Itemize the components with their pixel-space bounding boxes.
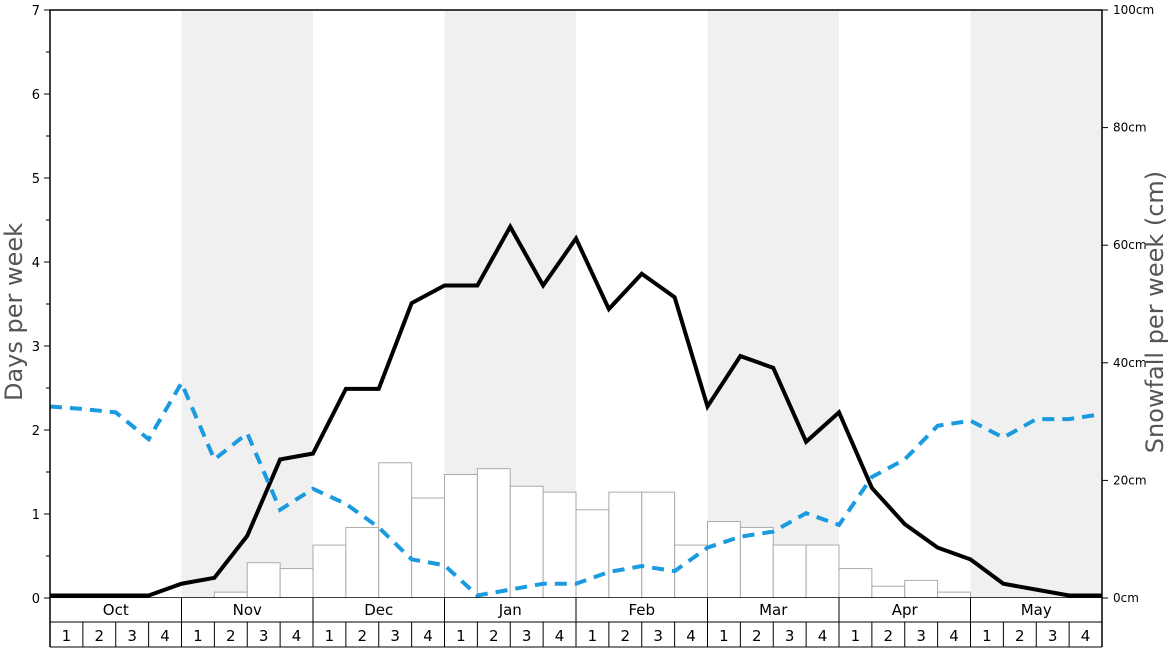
left-axis-title: Days per week (0, 223, 28, 401)
week-label: 4 (1081, 627, 1091, 645)
month-label: Oct (103, 601, 129, 619)
snowfall-bar (772, 544, 807, 599)
month-label: Nov (233, 601, 262, 619)
right-axis-title: Snowfall per week (cm) (1141, 171, 1168, 453)
snowfall-bar (838, 568, 873, 599)
snowfall-bar (608, 491, 643, 599)
month-band-mar (707, 10, 839, 598)
week-label: 4 (555, 627, 565, 645)
week-label: 1 (851, 627, 861, 645)
right-tick-label: 0cm (1113, 591, 1139, 605)
month-band-nov (181, 10, 313, 598)
week-label: 1 (193, 627, 203, 645)
week-label: 3 (1048, 627, 1058, 645)
week-label: 2 (884, 627, 894, 645)
week-label: 3 (259, 627, 269, 645)
left-tick-label: 2 (32, 424, 40, 439)
snowfall-bar (542, 491, 577, 599)
week-label: 3 (127, 627, 137, 645)
week-label: 1 (719, 627, 729, 645)
snowfall-bar (575, 509, 610, 599)
snowfall-bar (739, 526, 774, 599)
week-label: 4 (818, 627, 828, 645)
snowfall-bar (707, 521, 741, 599)
month-band-may (970, 10, 1102, 598)
left-tick-label: 3 (32, 340, 40, 355)
week-label: 3 (785, 627, 795, 645)
dashed-series-line (49, 378, 1103, 598)
right-tick-label: 60cm (1113, 238, 1147, 252)
week-label: 1 (456, 627, 466, 645)
week-label: 1 (588, 627, 598, 645)
snowfall-bar (805, 544, 840, 599)
month-label: Dec (364, 601, 393, 619)
week-label: 4 (160, 627, 170, 645)
right-tick-label: 80cm (1113, 121, 1147, 135)
week-label: 1 (982, 627, 992, 645)
left-tick-label: 6 (32, 88, 40, 103)
month-label: Jan (498, 601, 522, 619)
month-label: May (1021, 601, 1052, 619)
month-label: Mar (759, 601, 788, 619)
week-label: 2 (489, 627, 499, 645)
week-label: 4 (292, 627, 302, 645)
week-label: 2 (226, 627, 236, 645)
left-tick-label: 1 (32, 508, 40, 523)
snowfall-bar (345, 526, 380, 599)
week-label: 3 (522, 627, 532, 645)
snowfall-bar (444, 474, 478, 599)
snowfall-bar (509, 485, 544, 599)
week-label: 2 (95, 627, 105, 645)
snowfall-bar (476, 468, 511, 599)
week-label: 2 (358, 627, 368, 645)
left-tick-label: 4 (32, 256, 40, 271)
week-label: 4 (686, 627, 696, 645)
snowfall-bar (279, 568, 314, 599)
snowfall-bar (312, 544, 347, 599)
week-label: 3 (916, 627, 926, 645)
snowfall-bar (937, 591, 971, 599)
snowfall-bar (871, 585, 906, 599)
week-label: 1 (325, 627, 335, 645)
snowfall-bar (674, 544, 708, 599)
month-label: Feb (628, 601, 655, 619)
right-tick-label: 40cm (1113, 356, 1147, 370)
week-label: 2 (1015, 627, 1025, 645)
month-label: Apr (892, 601, 919, 619)
snowfall-bar (904, 579, 939, 599)
week-label: 3 (390, 627, 400, 645)
snowfall-bar (641, 491, 676, 599)
week-label: 2 (752, 627, 762, 645)
solid-series-line (50, 222, 1102, 598)
left-tick-label: 5 (32, 172, 40, 187)
snowfall-bar (246, 562, 281, 599)
right-tick-label: 100cm (1113, 3, 1154, 17)
left-tick-label: 0 (32, 592, 40, 607)
week-label: 4 (949, 627, 959, 645)
right-tick-label: 20cm (1113, 473, 1147, 487)
snowfall-bar (411, 497, 445, 599)
left-tick-label: 7 (32, 4, 40, 19)
week-label: 1 (62, 627, 72, 645)
week-label: 2 (621, 627, 631, 645)
snowfall-bar (213, 591, 248, 599)
week-label: 3 (653, 627, 663, 645)
week-label: 4 (423, 627, 433, 645)
